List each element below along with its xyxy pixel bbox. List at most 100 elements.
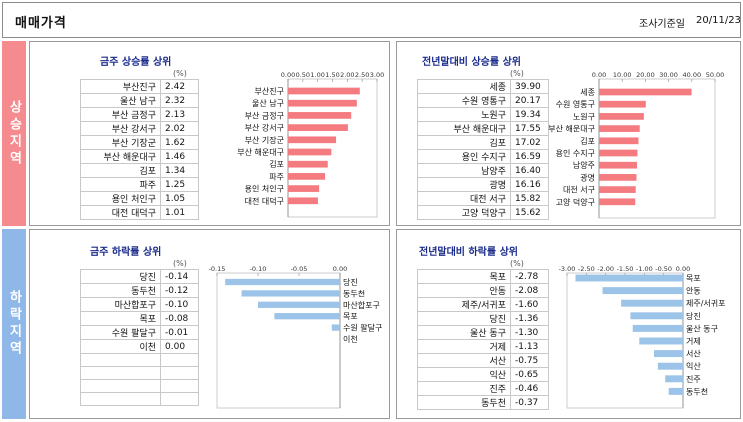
bar [602,287,683,295]
table-row: 대전 서구 15.82 [417,191,549,206]
rate-value-cell [160,392,199,406]
bar-category-label: 세종 [580,88,595,97]
bar [241,290,340,297]
x-tick-label: 1.50 [325,71,339,79]
x-tick-label: -0.10 [250,265,267,273]
x-tick-label: -2.50 [578,265,595,273]
x-tick-label: 20.00 [636,71,655,79]
bar-category-label: 당진 [343,277,358,287]
bar [288,160,328,168]
table-row: 고양 덕양구 15.62 [417,205,549,220]
bar-category-label: 당진 [686,311,701,321]
survey-date-value: 20/11/23 [696,15,741,26]
table-row [80,379,199,393]
table-row: 거제 -1.13 [417,339,549,354]
bar [288,87,360,95]
weekly-rise-title: 금주 상승률 상위 [100,57,172,68]
table-row: 안동 -2.08 [417,283,549,298]
table-row: 부산진구 2.42 [80,79,199,94]
bar-category-label: 부산 금정구 [245,110,284,120]
x-tick-label: 0.00 [333,265,347,273]
bar-category-label: 수원 팔달구 [343,323,382,333]
bar-category-label: 대전 대덕구 [245,196,284,206]
bar [621,299,683,307]
table-row: 동두천 -0.12 [80,283,199,298]
table-row: 김포 17.02 [417,135,549,150]
x-tick-label: -1.50 [617,265,634,273]
rate-value-cell: -0.75 [510,353,549,368]
table-row: 제주/서귀포 -1.60 [417,297,549,312]
bar-category-label: 광명 [580,172,595,182]
bar-category-label: 안동 [686,286,701,296]
rate-value-cell: 2.42 [160,79,199,94]
bar [599,113,644,120]
x-tick-label: 0.00 [592,71,606,79]
x-tick-label: 3.00 [370,71,384,79]
table-row: 남양주 16.40 [417,163,549,178]
table-row: 용인 처인구 1.05 [80,191,199,206]
ytd-rise-panel: 전년말대비 상승률 상위 (%) 세종 39.90 수원 영통구 20.17 노원구 19… [396,41,741,226]
x-tick-label: 2.50 [355,71,369,79]
bar-category-label: 김포 [269,159,284,169]
bar-category-label: 제주/서귀포 [686,298,726,308]
bar-category-label: 마산합포구 [343,300,380,310]
bar-category-label: 동두천 [686,386,708,396]
x-tick-label: -0.15 [209,265,226,273]
bar-category-label: 파주 [269,172,284,181]
rise-region-label: 상승지역 [2,41,26,226]
bar [599,149,638,157]
x-tick-label: 30.00 [659,71,678,79]
bar [599,88,692,96]
fall-region-label: 하락지역 [2,229,26,419]
table-row: 부산 기장군 1.62 [80,135,199,150]
bar-category-label: 용인 처인구 [245,184,284,194]
bar-category-label: 남양주 [573,161,595,170]
bar [225,278,340,286]
plot-frame [287,78,378,218]
bar-category-label: 노원구 [573,112,595,121]
x-tick-label: -2.00 [597,265,614,273]
survey-date-label: 조사기준일 [639,19,685,30]
bar [331,324,340,331]
bar [288,148,332,156]
bar [630,312,683,320]
bar [657,362,683,370]
bar [599,174,637,181]
bar [599,198,636,206]
rate-value-cell: -2.78 [510,269,549,284]
x-tick-label: 0.50 [296,71,310,79]
x-tick-label: 0.00 [676,265,690,273]
weekly-rise-panel: 금주 상승률 상위 (%) 부산진구 2.42 울산 남구 2.32 부산 금정구 2.1… [29,41,390,226]
x-tick-label: 10.00 [613,71,632,79]
table-row: 대전 대덕구 1.01 [80,205,199,220]
bar [288,99,357,107]
bar [599,125,640,132]
bar-category-label: 서산 [686,349,701,359]
bar-category-label: 목포 [343,312,358,321]
ytd-fall-chart: -3.00 -2.50 -2.00 -1.50 -1.00 -0.50 0.00목포안동제주… [559,265,726,409]
weekly-rise-table: 부산진구 2.42 울산 남구 2.32 부산 금정구 2.13 부산 강서구 2.02 부산 … [80,79,199,220]
bar-category-label: 용인 수지구 [556,148,595,158]
x-tick-label: 50.00 [706,71,725,79]
bar-category-label: 수원 영통구 [556,99,595,109]
x-tick-label: -3.00 [559,265,576,273]
ytd-rise-table: 세종 39.90 수원 영통구 20.17 노원구 19.34 부산 해운대구 17.55 김포… [417,79,549,220]
bar [654,350,683,358]
bar [274,313,340,320]
bar [288,124,348,131]
bar-category-label: 이천 [343,334,358,344]
bar [599,161,638,169]
bar [288,112,352,119]
page-header: 매매가격 조사기준일 20/11/23 [2,2,741,38]
bar-category-label: 부산진구 [255,86,284,96]
weekly-fall-panel: 금주 하락률 상위 (%) 당진 -0.14 동두천 -0.12 마산합포구 -0.10 목… [29,229,390,419]
bar-category-label: 진주 [686,374,701,384]
table-row [80,392,199,406]
table-row: 동두천 -0.37 [417,395,549,410]
ytd-rise-title: 전년말대비 상승률 상위 [422,57,521,68]
bar-category-label: 부산 강서구 [245,123,284,133]
bar-category-label: 목포 [686,274,701,283]
x-tick-label: 2.00 [340,71,354,79]
bar [575,274,683,282]
page-title: 매매가격 [15,16,67,31]
